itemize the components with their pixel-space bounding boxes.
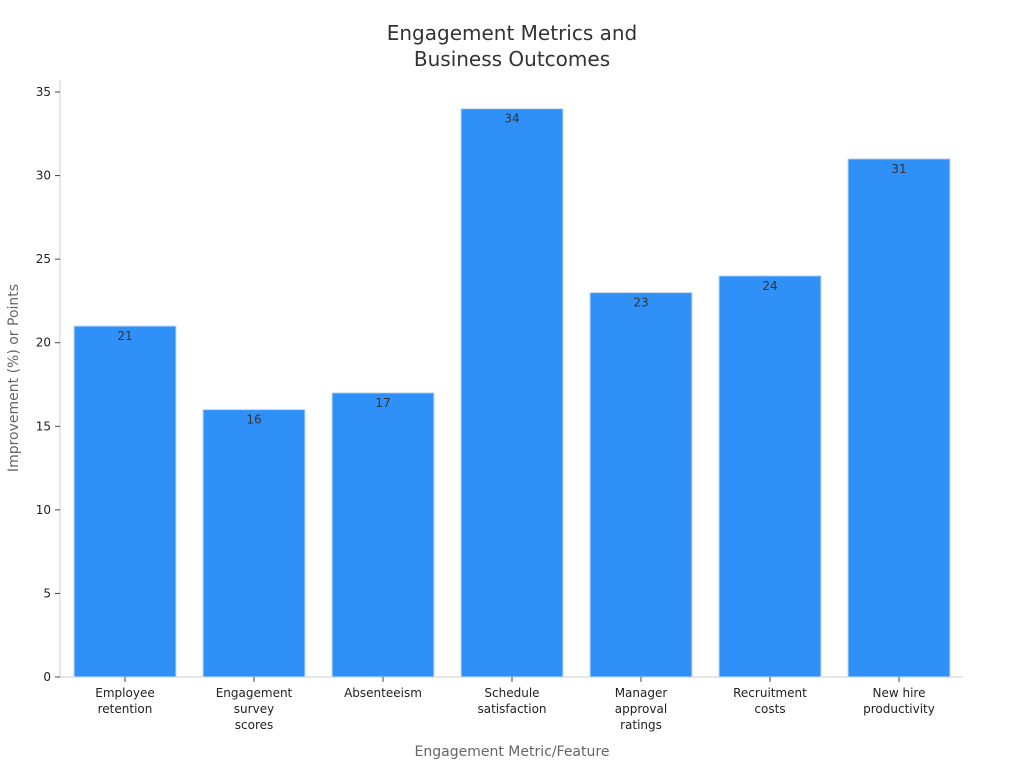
bar: [73, 325, 177, 678]
bar: [331, 392, 435, 678]
x-tick-label: New hire productivity: [863, 686, 935, 716]
bar: [718, 275, 822, 678]
y-tick-label: 15: [36, 419, 51, 433]
y-tick-label: 0: [43, 670, 51, 684]
y-tick-label: 5: [43, 586, 51, 600]
bar: [589, 292, 693, 678]
x-axis-title: Engagement Metric/Feature: [415, 744, 610, 760]
x-tick-label: Absenteeism: [344, 686, 422, 700]
bar-value-label: 17: [375, 396, 390, 410]
bar: [847, 158, 951, 678]
bar-value-label: 16: [246, 413, 261, 427]
bar-value-label: 34: [504, 112, 519, 126]
chart-title-line-2: Business Outcomes: [414, 47, 610, 71]
bar: [202, 409, 306, 678]
x-tick-label: Recruitment costs: [733, 686, 807, 716]
y-axis-title: Improvement (%) or Points: [6, 284, 22, 472]
bar-value-label: 31: [891, 162, 906, 176]
x-tick-label: Schedule satisfaction: [477, 686, 546, 716]
y-tick-label: 10: [36, 503, 51, 517]
y-tick-label: 30: [36, 169, 51, 183]
plot-area: 0 5 10 15 20 25 30 35 21 Employee retention 16 Engag…: [36, 80, 963, 732]
y-tick-label: 35: [36, 85, 51, 99]
bar-value-label: 24: [762, 279, 777, 293]
bar-value-label: 21: [117, 329, 132, 343]
bar-value-label: 23: [633, 296, 648, 310]
bar: [460, 108, 564, 678]
x-tick-label: Employee retention: [95, 686, 154, 716]
x-tick-label: Manager approval ratings: [615, 686, 668, 732]
x-tick-label: Engagement survey scores: [216, 686, 293, 732]
y-tick-label: 25: [36, 252, 51, 266]
chart-title-line-1: Engagement Metrics and: [387, 21, 638, 45]
y-tick-label: 20: [36, 336, 51, 350]
